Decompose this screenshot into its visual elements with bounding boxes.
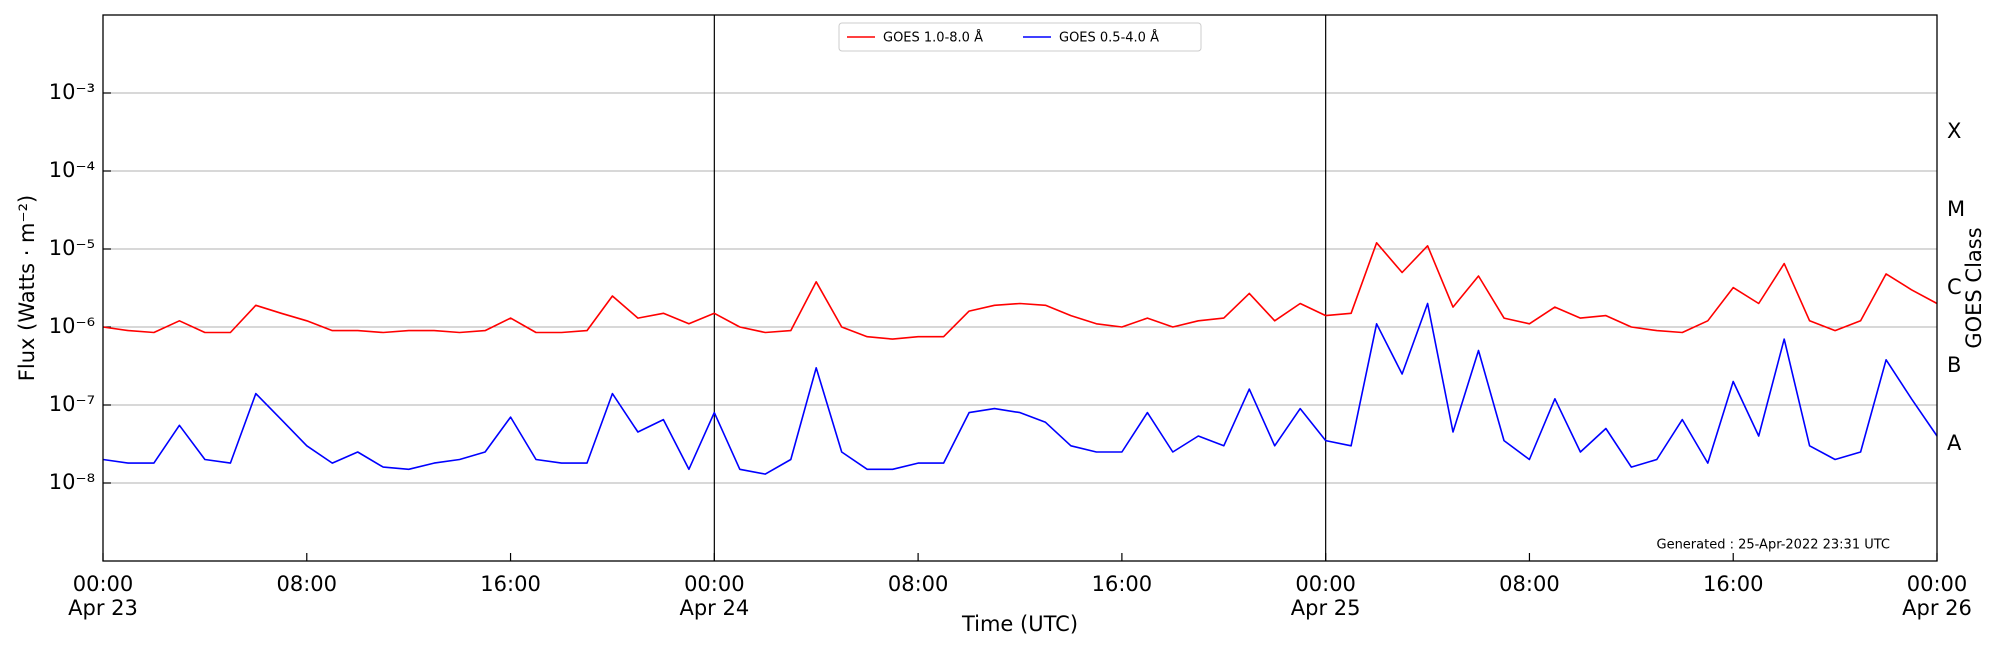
x-tick-label: 16:00	[480, 572, 541, 596]
x-tick-label: 00:00	[1907, 572, 1968, 596]
x-tick-sublabel: Apr 23	[68, 596, 138, 620]
series-line	[102, 242, 1938, 340]
x-tick-label: 00:00	[684, 572, 745, 596]
x-tick-sublabel: Apr 25	[1291, 596, 1361, 620]
legend-label: GOES 0.5-4.0 Å	[1059, 30, 1159, 46]
x-tick-label: 08:00	[1499, 572, 1560, 596]
x-tick-label: 16:00	[1703, 572, 1764, 596]
y2-tick-label: C	[1947, 275, 1962, 299]
series-line	[102, 302, 1938, 475]
y-tick-label: 10⁻⁶	[49, 314, 95, 338]
x-tick-label: 00:00	[73, 572, 134, 596]
legend: GOES 1.0-8.0 Å GOES 0.5-4.0 Å	[838, 22, 1202, 52]
x-tick-sublabel: Apr 24	[679, 596, 749, 620]
y-tick-label: 10⁻³	[49, 80, 95, 104]
y2-tick-label: M	[1947, 197, 1965, 221]
annotation: Generated : 25-Apr-2022 23:31 UTC	[1657, 538, 1891, 553]
legend-box	[838, 22, 1202, 52]
x-tick-sublabel: Apr 26	[1902, 596, 1972, 620]
y-tick-label: 10⁻⁷	[49, 392, 95, 416]
y2-tick-label: X	[1947, 119, 1961, 143]
y-tick-label: 10⁻⁸	[49, 470, 95, 494]
x-tick-label: 08:00	[277, 572, 338, 596]
x-axis-label: Time (UTC)	[961, 612, 1078, 636]
legend-label: GOES 1.0-8.0 Å	[883, 30, 983, 46]
y-tick-label: 10⁻⁴	[49, 158, 95, 182]
x-tick-label: 08:00	[888, 572, 949, 596]
y2-tick-label: A	[1947, 431, 1962, 455]
y-tick-label: 10⁻⁵	[49, 236, 95, 260]
x-tick-label: 16:00	[1092, 572, 1153, 596]
x-tick-label: 00:00	[1295, 572, 1356, 596]
y2-axis-label: GOES Class	[1962, 227, 1986, 348]
y2-tick-label: B	[1947, 353, 1961, 377]
y-axis-label: Flux (Watts · m⁻²)	[15, 195, 39, 381]
plot-frame	[102, 14, 1938, 562]
